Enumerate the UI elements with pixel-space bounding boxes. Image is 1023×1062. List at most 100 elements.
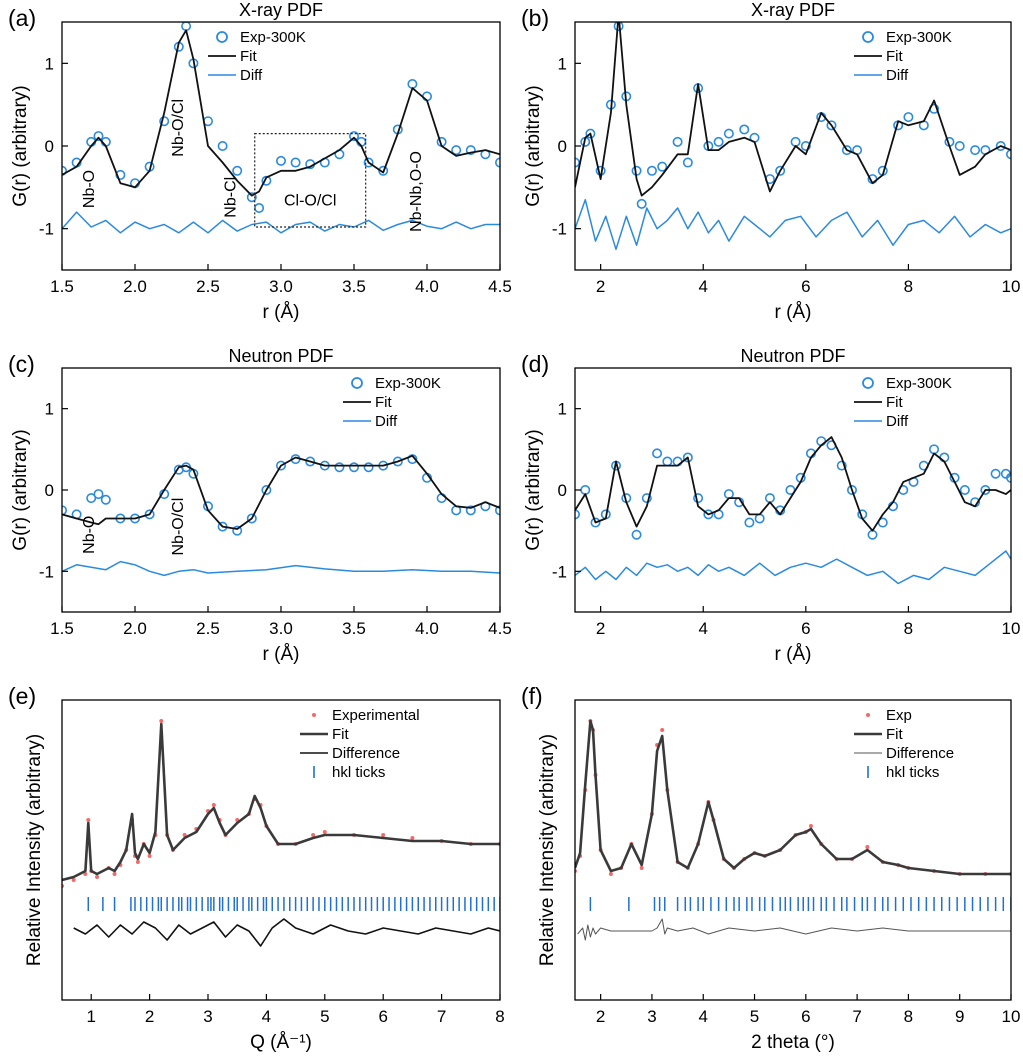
panel-a-legend-label: Fit [240,48,257,65]
panel-d-x-tick-label: 4 [699,619,708,638]
panel-b-fit-line [575,22,1011,197]
panel-d-legend-label: Fit [886,394,903,411]
panel-a-x-axis-label: r (Å) [263,302,300,323]
panel-c-x-tick-label: 1.5 [50,619,74,638]
panel-a-fit-line [62,29,500,197]
panel-d-exp-300k-point [641,493,652,504]
panel-f-y-axis-label: Relative Intensity (arbitrary) [537,734,558,966]
panel-b-exp-300k-point [613,22,624,32]
panel-b-plot-area [575,22,1011,251]
panel-d-exp-300k-point [754,513,765,524]
panel-e-x-tick-label: 6 [378,1007,387,1026]
panel-d-plot-area [575,436,1011,585]
panel-c-y-tick-label: 1 [45,400,54,419]
panel-b-legend-label: Exp-300K [886,29,952,46]
panel-d-legend-label: Diff [886,413,909,430]
panel-c-frame [61,367,501,613]
panel-d-exp-300k-point [744,517,755,528]
panel-e-plot-area [62,719,500,947]
panel-e-experimental-point [182,833,187,837]
panel-a-exp-300k-point [232,165,243,176]
panel-d-exp-300k-point [580,484,591,495]
panel-e-y-axis-label: Relative Intensity (arbitrary) [24,734,45,966]
panel-c-x-axis-label: r (Å) [263,644,300,665]
panel-e-legend-label: Fit [332,726,349,743]
panel-f-legend-label: Difference [886,745,954,762]
panel-e-x-tick-label: 4 [262,1007,271,1026]
panel-a-x-tick-label: 3.0 [269,277,293,296]
panel-a-title: X-ray PDF [239,0,323,20]
panel-a-exp-300k-point [254,203,265,214]
panel-a-annotation: Nb-O/Cl [170,99,187,157]
panel-c-x-tick-label: 2.5 [196,619,220,638]
panel-f-fit-line [575,719,1011,876]
panel-b-exp-300k-point [636,198,647,209]
panel-c-x-tick-label: 4.5 [488,619,512,638]
panel-a-exp-300k-point [465,145,476,156]
panel-a-exp-300k-point [348,131,359,142]
panel-d-y-tick-label: 0 [558,481,567,500]
panel-c-exp-300k-point [348,462,359,473]
panel-c-exp-300k-point [62,505,67,516]
panel-a-exp-300k-point [93,131,104,142]
panel-d-diff-line [575,550,1011,585]
panel-f-legend-label: Fit [886,726,903,743]
panel-e-experimental-point [83,872,88,876]
panel-c-y-tick-label: 0 [45,481,54,500]
panel-f-exp-point [608,872,613,876]
panel-d-y-tick-label: -1 [552,562,567,581]
panel-d-exp-300k-point [590,517,601,528]
panel-c-exp-300k-point [246,513,257,524]
panel-f-exp-point [639,866,644,870]
panel-b-y-tick-label: 0 [558,137,567,156]
panel-b-exp-300k-point [682,157,693,168]
panel-d-title: Neutron PDF [740,346,845,366]
panel-a-exp-300k-point [407,79,418,90]
panel-b-exp-300k-point [954,141,965,152]
panel-a-legend-label: Diff [240,67,263,84]
panel-b-x-tick-label: 10 [1002,277,1021,296]
panel-a-letter: (a) [8,5,36,31]
panel-c-legend-label: Fit [375,394,392,411]
panel-a-exp-300k-point [217,141,228,152]
panel-b-exp-300k-point [585,128,596,139]
panel-d-exp-300k-point [652,448,663,459]
panel-f-legend-exp-marker [866,713,870,717]
panel-c-annotation: Nb-O [81,516,98,554]
panel-d-exp-300k-point [959,484,970,495]
panel-b-letter: (b) [521,5,549,31]
panel-a-highlight-box [254,133,367,228]
panel-b-legend-label: Diff [886,67,909,84]
panel-d-exp-300k-point [764,493,775,504]
panel-c-exp-300k-point [261,484,272,495]
panel-f-x-tick-label: 7 [852,1007,861,1026]
panel-c-exp-300k-point [363,462,374,473]
panel-b-exp-300k-point [775,165,786,176]
panel-a-plot-area [62,22,500,234]
panel-a-y-axis-label: G(r) (arbitrary) [10,85,31,206]
panel-f-exp-point [808,824,813,828]
panel-a-x-tick-label: 2.5 [196,277,220,296]
panel-c-letter: (c) [8,351,35,377]
panel-f-x-tick-label: 2 [596,1007,605,1026]
panel-b-x-tick-label: 6 [801,277,810,296]
panel-b-exp-300k-point [672,136,683,147]
panel-b-exp-300k-point [903,112,914,123]
panel-d-x-tick-label: 6 [801,619,810,638]
panel-a-y-tick-label: -1 [39,220,54,239]
panel-e-experimental-point [135,860,140,864]
panel-d-exp-300k-point [703,509,714,520]
panel-b-exp-300k-point [826,120,837,131]
panel-e-legend-label: hkl ticks [332,764,385,781]
panel-e-experimental-point [112,872,117,876]
panel-e-legend-label: Difference [332,745,400,762]
panel-f-exp-point [660,728,665,732]
panel-d-exp-300k-point [575,509,580,520]
panel-e-x-tick-label: 2 [145,1007,154,1026]
panel-e-experimental-point [410,836,415,840]
panel-f-x-tick-label: 6 [801,1007,810,1026]
panel-c-legend-label: Exp-300K [375,375,441,392]
panel-a-y-tick-label: 1 [45,54,54,73]
panel-b-exp-300k-point [646,165,657,176]
panel-f-x-tick-label: 3 [647,1007,656,1026]
